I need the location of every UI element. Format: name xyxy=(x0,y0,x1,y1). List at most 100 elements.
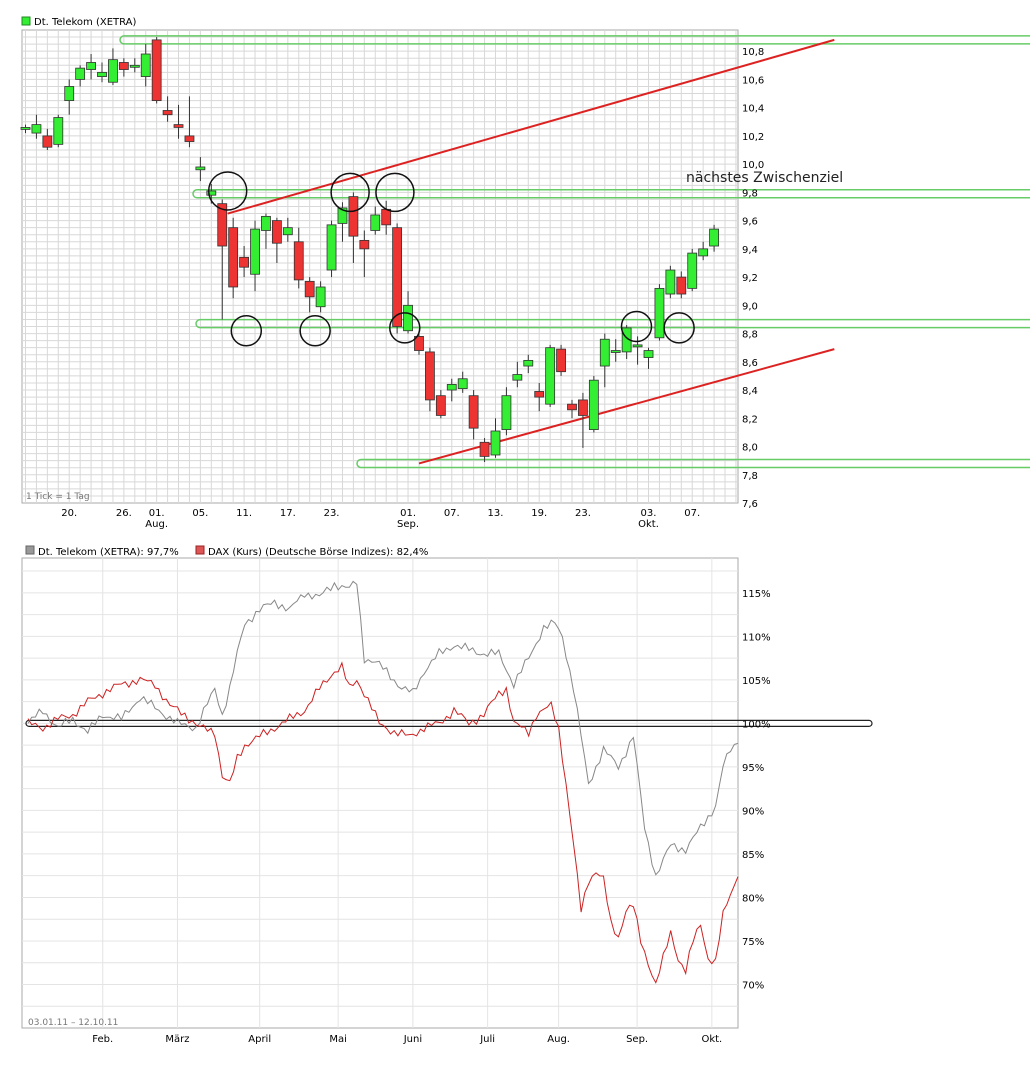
candle-body xyxy=(217,203,228,247)
candles xyxy=(20,37,719,463)
x-tick-sublabel: Okt. xyxy=(638,519,659,530)
candle-body xyxy=(162,110,173,116)
trendline xyxy=(227,38,835,215)
candle-body xyxy=(184,135,195,142)
candle-body xyxy=(665,269,676,295)
perf-y-axis: 115% 110% 105% 100% 95% 90% 85% 80% 75% 70% xyxy=(742,589,771,992)
candle-body xyxy=(403,304,413,332)
marker-circle xyxy=(620,310,653,343)
y-tick-label: 9,2 xyxy=(742,273,758,284)
perf-x-tick-label: Okt. xyxy=(701,1034,722,1045)
candle-body xyxy=(479,441,490,457)
x-tick-label: 23. xyxy=(324,508,340,519)
candle-body xyxy=(118,62,129,70)
candle-body xyxy=(271,220,282,244)
candle-body xyxy=(523,359,534,367)
candle-body xyxy=(643,350,654,358)
x-tick-label: 07. xyxy=(444,508,460,519)
candle-body xyxy=(173,124,184,128)
candle-body xyxy=(195,166,206,171)
perf-x-tick-label: Aug. xyxy=(547,1034,570,1045)
candle-body xyxy=(512,374,523,381)
perf-grid xyxy=(22,558,738,1028)
x-tick-label: 11. xyxy=(236,508,252,519)
legend-telekom: Dt. Telekom (XETRA): 97,7% xyxy=(38,547,179,558)
candle-body xyxy=(282,227,293,236)
candle-body xyxy=(97,71,107,77)
candle-body xyxy=(108,59,118,83)
candle-body xyxy=(468,395,479,429)
candle-body xyxy=(676,276,687,295)
candle-body xyxy=(20,127,31,130)
perf-series-line xyxy=(27,580,739,876)
marker-circle xyxy=(389,312,421,344)
support-level xyxy=(119,35,1030,45)
perf-y-tick-label: 105% xyxy=(742,676,771,687)
x-tick-label: 20. xyxy=(61,508,77,519)
candle-body xyxy=(42,135,53,148)
x-tick-label: 26. xyxy=(116,508,132,519)
x-tick-label: 01. xyxy=(400,508,416,519)
y-tick-label: 9,6 xyxy=(742,217,758,228)
perf-x-tick-label: März xyxy=(165,1034,189,1045)
support-level xyxy=(356,458,1030,469)
support-level xyxy=(192,189,1030,199)
x-tick-label: 03. xyxy=(641,508,657,519)
candle-body xyxy=(501,395,512,430)
marker-circle xyxy=(330,172,370,213)
candle-body xyxy=(304,280,315,298)
candle-body xyxy=(414,335,424,351)
candle-body xyxy=(75,67,86,80)
y-tick-label: 8,2 xyxy=(742,414,758,425)
perf-baseline-100 xyxy=(25,719,873,727)
candle-body xyxy=(534,391,545,398)
baseline-100 xyxy=(25,719,873,727)
chart-title: Dt. Telekom (XETRA) xyxy=(34,17,137,28)
perf-y-tick-label: 115% xyxy=(742,589,771,600)
legend-swatch-telekom xyxy=(25,545,35,555)
candle-body xyxy=(250,228,260,275)
support-levels xyxy=(119,35,1030,469)
candle-plot-frame xyxy=(21,29,739,504)
perf-y-tick-label: 70% xyxy=(742,980,764,991)
candle-body xyxy=(293,241,304,281)
perf-y-tick-label: 110% xyxy=(742,632,771,643)
candle-x-axis: 20. 26. 01.Aug.05. 11. 17. 23. 01.Sep.07. 13. 19… xyxy=(61,508,700,530)
perf-x-tick-label: Juli xyxy=(479,1034,495,1045)
annotation-next-target: nächstes Zwischenziel xyxy=(686,170,843,186)
y-tick-label: 8,6 xyxy=(742,358,758,369)
y-tick-label: 9,0 xyxy=(742,301,758,312)
candle-body xyxy=(610,350,621,353)
perf-lines xyxy=(27,580,739,984)
y-tick-label: 8,4 xyxy=(742,386,758,397)
x-tick-sublabel: Aug. xyxy=(145,519,168,530)
candle-body xyxy=(151,39,162,101)
marker-circles xyxy=(207,171,695,347)
marker-circle xyxy=(375,172,415,213)
y-tick-label: 8,8 xyxy=(742,330,758,341)
candle-body xyxy=(632,344,643,348)
candle-body xyxy=(599,338,610,367)
perf-y-tick-label: 90% xyxy=(742,806,764,817)
y-tick-label: 10,8 xyxy=(742,47,764,58)
candle-body xyxy=(381,208,392,226)
marker-circle xyxy=(663,312,695,344)
candle-body xyxy=(588,379,599,430)
date-range: 03.01.11 – 12.10.11 xyxy=(28,1018,118,1028)
perf-x-tick-label: Sep. xyxy=(626,1034,648,1045)
y-tick-label: 10,2 xyxy=(742,132,764,143)
x-tick-label: 17. xyxy=(280,508,296,519)
candle-y-axis: 10,8 10,6 10,4 10,2 10,0 9,8 9,6 9,4 9,2 9,0 8,8 8,… xyxy=(742,47,764,510)
candle-body xyxy=(698,248,709,257)
marker-circle xyxy=(230,314,263,347)
candle-body xyxy=(359,239,370,250)
perf-x-tick-label: April xyxy=(248,1034,271,1045)
candle-body xyxy=(446,383,457,391)
candle-body xyxy=(348,196,359,237)
y-tick-label: 7,8 xyxy=(742,471,758,482)
candle-body xyxy=(687,252,698,289)
perf-x-tick-label: Feb. xyxy=(92,1034,113,1045)
candle-body xyxy=(129,64,140,68)
perf-x-tick-label: Mai xyxy=(329,1034,347,1045)
